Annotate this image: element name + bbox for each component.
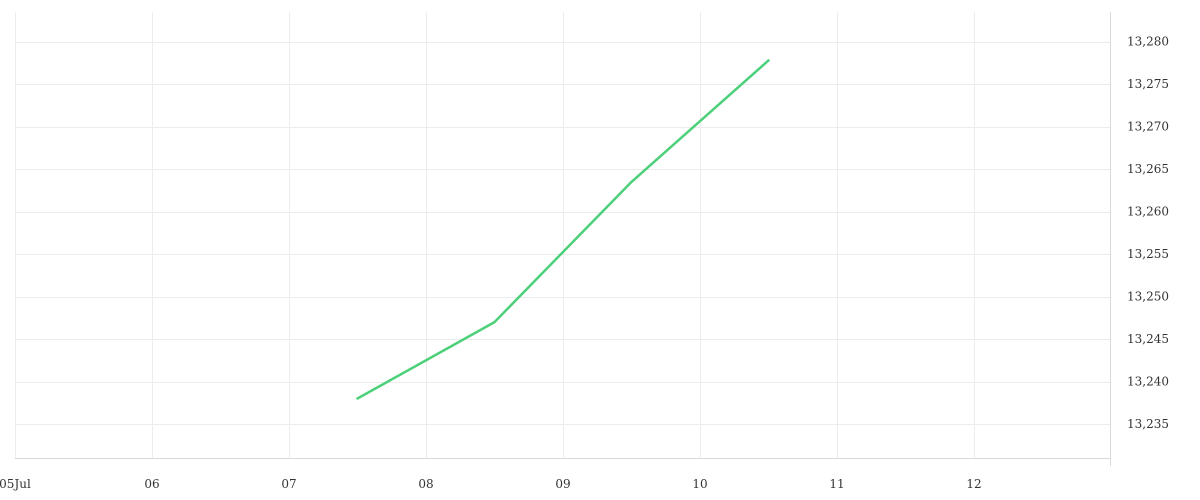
y-tick-label: 13,250 <box>1127 290 1169 304</box>
axes <box>15 12 1111 466</box>
y-tick-label: 13,275 <box>1127 77 1169 91</box>
y-tick-label: 13,260 <box>1127 205 1169 219</box>
y-tick-label: 13,255 <box>1127 247 1169 261</box>
y-tick-label: 13,280 <box>1127 35 1169 49</box>
y-tick-label: 13,240 <box>1127 375 1169 389</box>
x-tick-label: 07 <box>281 477 296 491</box>
y-tick-labels: 13,235 13,240 13,245 13,250 13,255 13,260 13,2… <box>1127 35 1169 431</box>
x-tick-labels: 05Jul 06 07 08 09 10 11 12 <box>0 477 982 491</box>
y-tick-label: 13,235 <box>1127 417 1169 431</box>
y-tick-label: 13,270 <box>1127 120 1169 134</box>
grid <box>15 12 1110 458</box>
y-tick-label: 13,265 <box>1127 162 1169 176</box>
y-tick-label: 13,245 <box>1127 332 1169 346</box>
x-tick-label: 10 <box>692 477 707 491</box>
x-tick-label: 05Jul <box>0 477 31 491</box>
x-tick-label: 11 <box>829 477 844 491</box>
series-group <box>356 59 770 400</box>
x-tick-label: 06 <box>144 477 159 491</box>
x-tick-label: 12 <box>966 477 981 491</box>
x-tick-label: 09 <box>555 477 570 491</box>
series-line <box>356 59 770 400</box>
x-tick-label: 08 <box>418 477 433 491</box>
